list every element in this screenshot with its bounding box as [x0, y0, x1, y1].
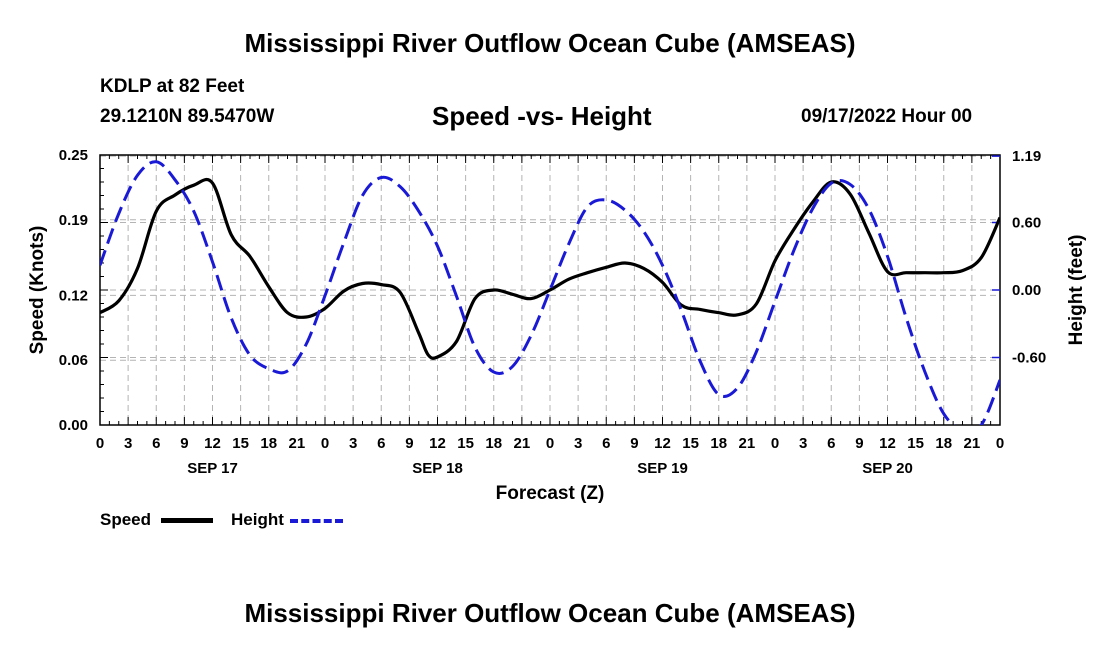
x-tick-label: 0 [546, 435, 554, 452]
legend-height-label: Height [231, 510, 284, 529]
x-tick-label: 12 [879, 435, 896, 452]
x-tick-label: 12 [204, 435, 221, 452]
x-tick-label: 9 [855, 435, 863, 452]
series-line-speed [100, 178, 1000, 360]
x-tick-label: 15 [907, 435, 924, 452]
x-tick-label: 0 [321, 435, 329, 452]
x-tick-label: 6 [152, 435, 160, 452]
x-tick-label: 18 [935, 435, 952, 452]
x-tick-label: 9 [405, 435, 413, 452]
x-tick-label: 21 [739, 435, 756, 452]
x-tick-label: 3 [349, 435, 357, 452]
x-tick-label: 0 [771, 435, 779, 452]
date-label: SEP 18 [412, 460, 463, 477]
x-tick-label: 3 [574, 435, 582, 452]
date-label: SEP 17 [187, 460, 238, 477]
y-left-axis-title: Speed (Knots) [27, 226, 48, 355]
x-tick-label: 21 [964, 435, 981, 452]
y-left-tick-label: 0.25 [59, 147, 88, 164]
y-left-tick-label: 0.00 [59, 417, 88, 434]
legend-height-swatch [290, 519, 343, 523]
chart-subtitle: Speed -vs- Height [432, 101, 652, 131]
x-tick-label: 6 [827, 435, 835, 452]
x-tick-label: 12 [654, 435, 671, 452]
legend-speed-swatch [161, 518, 213, 523]
x-tick-label: 21 [289, 435, 306, 452]
x-tick-label: 3 [124, 435, 132, 452]
x-axis-title: Forecast (Z) [495, 483, 605, 504]
x-tick-label: 9 [180, 435, 188, 452]
forecast-datetime: 09/17/2022 Hour 00 [801, 106, 973, 127]
y-right-tick-label: -0.60 [1012, 350, 1046, 367]
y-right-axis-title: Height (feet) [1066, 235, 1087, 346]
x-tick-label: 21 [514, 435, 531, 452]
x-tick-label: 18 [260, 435, 277, 452]
y-left-tick-label: 0.06 [59, 352, 88, 369]
series-line-height [100, 160, 1000, 425]
x-tick-label: 15 [232, 435, 249, 452]
y-left-tick-label: 0.19 [59, 212, 88, 229]
x-tick-label: 0 [996, 435, 1004, 452]
footer-title: Mississippi River Outflow Ocean Cube (AM… [244, 598, 856, 628]
y-right-tick-label: 1.19 [1012, 148, 1041, 165]
x-tick-label: 18 [710, 435, 727, 452]
x-tick-label: 9 [630, 435, 638, 452]
x-tick-label: 6 [377, 435, 385, 452]
x-tick-label: 6 [602, 435, 610, 452]
y-left-tick-label: 0.12 [59, 287, 88, 304]
x-tick-label: 0 [96, 435, 104, 452]
date-label: SEP 20 [862, 460, 913, 477]
y-right-tick-label: 0.60 [1012, 215, 1041, 232]
coordinates-label: 29.1210N 89.5470W [100, 106, 275, 127]
legend-speed-label: Speed [100, 510, 152, 529]
date-label: SEP 19 [637, 460, 688, 477]
x-tick-label: 12 [429, 435, 446, 452]
x-tick-label: 15 [682, 435, 699, 452]
x-tick-label: 3 [799, 435, 807, 452]
x-tick-label: 18 [485, 435, 502, 452]
x-tick-label: 15 [457, 435, 474, 452]
y-right-tick-label: 0.00 [1012, 282, 1041, 299]
main-title: Mississippi River Outflow Ocean Cube (AM… [244, 28, 856, 58]
station-label: KDLP at 82 Feet [100, 76, 245, 97]
